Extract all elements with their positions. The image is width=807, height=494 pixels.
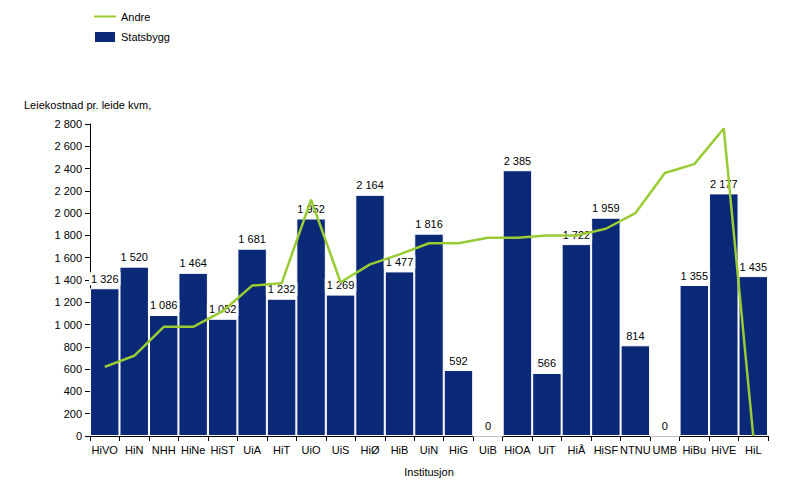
svg-text:UiS: UiS — [332, 444, 350, 456]
svg-text:1 600: 1 600 — [54, 252, 82, 264]
svg-text:566: 566 — [538, 357, 556, 369]
svg-text:1 520: 1 520 — [120, 251, 148, 263]
svg-text:UiT: UiT — [538, 444, 555, 456]
svg-text:0: 0 — [76, 430, 82, 442]
svg-text:1 477: 1 477 — [385, 255, 414, 268]
svg-text:UiA: UiA — [243, 444, 261, 456]
svg-text:HiG: HiG — [449, 444, 468, 456]
svg-text:UiN: UiN — [420, 444, 438, 456]
svg-text:1 000: 1 000 — [54, 319, 82, 331]
svg-text:2 385: 2 385 — [504, 155, 532, 167]
svg-text:HiSF: HiSF — [594, 444, 619, 456]
svg-text:Leiekostnad pr. leide kvm,: Leiekostnad pr. leide kvm, — [24, 99, 151, 111]
svg-text:HiVO: HiVO — [92, 444, 119, 456]
svg-text:UiB: UiB — [479, 444, 497, 456]
svg-text:400: 400 — [64, 385, 82, 397]
svg-text:1 816: 1 816 — [415, 218, 443, 230]
svg-text:2 800: 2 800 — [54, 118, 82, 130]
svg-text:HiNe: HiNe — [181, 444, 205, 456]
svg-text:0: 0 — [662, 420, 668, 432]
svg-text:1 959: 1 959 — [592, 202, 620, 214]
svg-text:HiOA: HiOA — [504, 444, 531, 456]
svg-text:1 435: 1 435 — [739, 261, 767, 273]
svg-text:200: 200 — [64, 408, 82, 420]
svg-text:HiB: HiB — [391, 444, 409, 456]
svg-text:0: 0 — [485, 420, 491, 432]
svg-text:HiN: HiN — [125, 444, 143, 456]
svg-text:592: 592 — [449, 355, 467, 367]
svg-text:HiST: HiST — [210, 444, 235, 456]
svg-text:UMB: UMB — [653, 444, 677, 456]
svg-text:NTNU: NTNU — [620, 444, 651, 456]
svg-text:UiO: UiO — [302, 444, 321, 456]
svg-text:2 400: 2 400 — [54, 163, 82, 175]
svg-text:HiÅ: HiÅ — [568, 444, 586, 456]
svg-text:1 086: 1 086 — [150, 299, 178, 311]
svg-text:1 681: 1 681 — [238, 233, 266, 245]
svg-text:NHH: NHH — [152, 444, 176, 456]
svg-text:Statsbygg: Statsbygg — [121, 31, 170, 43]
svg-text:2 200: 2 200 — [54, 185, 82, 197]
svg-text:1 200: 1 200 — [54, 296, 82, 308]
svg-text:1 722: 1 722 — [562, 228, 591, 241]
svg-text:814: 814 — [626, 330, 644, 342]
svg-text:2 000: 2 000 — [54, 207, 82, 219]
svg-text:HiBu: HiBu — [682, 444, 706, 456]
svg-text:Institusjon: Institusjon — [404, 466, 454, 478]
svg-text:HiØ: HiØ — [361, 444, 380, 456]
svg-text:1 800: 1 800 — [54, 229, 82, 241]
svg-text:HiT: HiT — [273, 444, 290, 456]
svg-text:1 355: 1 355 — [681, 270, 709, 282]
svg-text:1 052: 1 052 — [209, 303, 237, 315]
svg-text:1 326: 1 326 — [91, 273, 119, 285]
svg-text:1 232: 1 232 — [267, 283, 296, 296]
svg-text:1 400: 1 400 — [54, 274, 82, 286]
svg-text:1 464: 1 464 — [179, 257, 207, 269]
svg-text:2 177: 2 177 — [710, 178, 738, 190]
svg-text:2 600: 2 600 — [54, 140, 82, 152]
svg-text:1 952: 1 952 — [297, 203, 325, 215]
svg-text:Andre: Andre — [121, 11, 150, 23]
svg-text:1 269: 1 269 — [326, 279, 355, 292]
svg-text:800: 800 — [64, 341, 82, 353]
svg-text:HiL: HiL — [745, 444, 762, 456]
svg-text:600: 600 — [64, 363, 82, 375]
svg-text:HiVE: HiVE — [711, 444, 736, 456]
svg-text:2 164: 2 164 — [356, 179, 384, 191]
